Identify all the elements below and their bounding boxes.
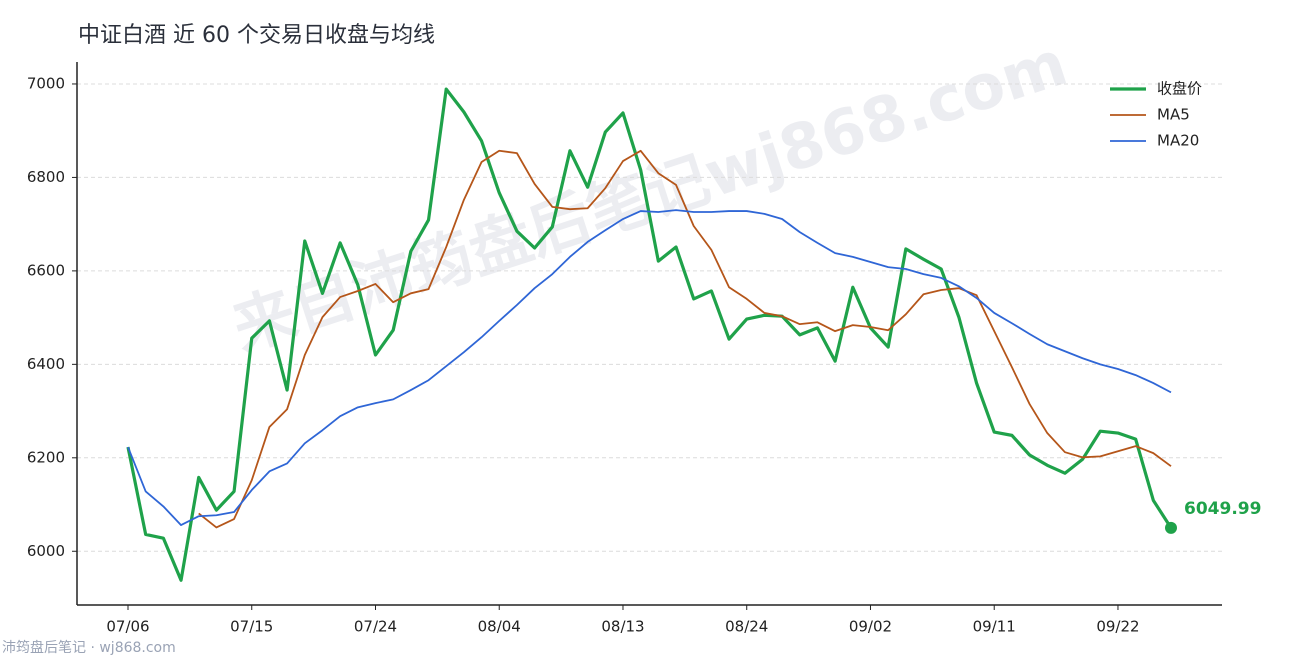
series-line [126, 87, 1173, 582]
x-tick-label: 09/11 [973, 618, 1016, 636]
legend-label: 收盘价 [1157, 80, 1202, 98]
x-tick-label: 07/15 [230, 618, 273, 636]
x-tick-label: 07/24 [354, 618, 397, 636]
x-tick-label: 09/02 [849, 618, 892, 636]
y-tick-label: 6800 [27, 168, 65, 186]
y-tick-label: 7000 [27, 74, 65, 92]
series-line [198, 149, 1172, 529]
footer: 沛筠盘后笔记 · wj868.com [2, 639, 176, 656]
chart-title: 中证白酒 近 60 个交易日收盘与均线 [78, 23, 435, 48]
y-tick-label: 6600 [27, 261, 65, 279]
x-tick-label: 08/24 [725, 618, 768, 636]
legend-label: MA20 [1157, 132, 1199, 150]
last-point [1165, 521, 1177, 534]
watermark: 来自沛筠盘后笔记wj868.com [224, 26, 1075, 365]
x-tick-label: 07/06 [106, 618, 149, 636]
y-tick-label: 6000 [27, 542, 65, 560]
y-tick-label: 6200 [27, 448, 65, 466]
x-tick-label: 08/04 [478, 618, 521, 636]
legend-label: MA5 [1157, 106, 1190, 124]
y-tick-label: 6400 [27, 355, 65, 373]
last-value-label: 6049.99 [1184, 499, 1261, 519]
series-line [127, 209, 1172, 526]
x-tick-label: 08/13 [601, 618, 644, 636]
x-tick-label: 09/22 [1096, 618, 1139, 636]
